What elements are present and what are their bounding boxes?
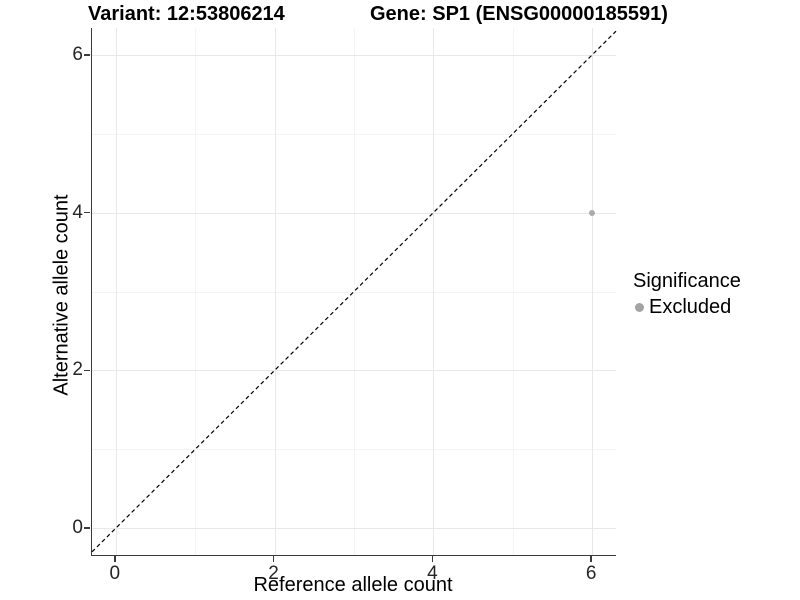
x-axis-label: Reference allele count xyxy=(253,574,453,596)
y-tick-mark xyxy=(84,54,90,56)
x-major-gridline xyxy=(592,28,594,555)
y-tick-label: 2 xyxy=(72,359,83,381)
identity-reference-line xyxy=(91,30,617,553)
x-tick-label: 6 xyxy=(585,563,597,584)
y-major-gridline xyxy=(92,54,616,56)
y-tick-mark xyxy=(84,211,90,214)
legend-title: Significance xyxy=(633,270,741,292)
legend-key-dot-icon xyxy=(635,302,644,312)
legend: Significance Excluded xyxy=(633,270,741,318)
legend-item-excluded: Excluded xyxy=(633,296,741,318)
plot-title-variant: Variant: 12:53806214 xyxy=(88,3,285,25)
plot-panel xyxy=(91,28,617,556)
y-tick-label: 0 xyxy=(72,517,83,539)
x-major-gridline xyxy=(115,28,117,555)
y-major-gridline xyxy=(92,212,616,214)
x-major-gridline xyxy=(433,28,435,555)
y-tick-label: 4 xyxy=(72,201,83,223)
y-minor-gridline xyxy=(92,449,616,451)
y-tick-mark xyxy=(84,369,90,372)
x-tick-label: 0 xyxy=(109,563,121,584)
y-major-gridline xyxy=(92,370,616,372)
x-tick-mark xyxy=(114,556,116,562)
x-tick-label: 2 xyxy=(268,563,279,584)
plot-title-gene: Gene: SP1 (ENSG00000185591) xyxy=(370,3,668,25)
x-tick-mark xyxy=(431,556,434,562)
y-minor-gridline xyxy=(92,291,616,293)
y-tick-mark xyxy=(84,527,90,529)
x-tick-mark xyxy=(272,556,275,562)
x-tick-label: 4 xyxy=(427,563,438,584)
data-point xyxy=(589,209,596,216)
y-minor-gridline xyxy=(92,133,616,135)
y-major-gridline xyxy=(92,528,616,530)
x-tick-mark xyxy=(590,556,592,562)
y-tick-label: 6 xyxy=(72,43,83,65)
legend-item-label: Excluded xyxy=(649,295,732,318)
x-major-gridline xyxy=(274,28,276,555)
